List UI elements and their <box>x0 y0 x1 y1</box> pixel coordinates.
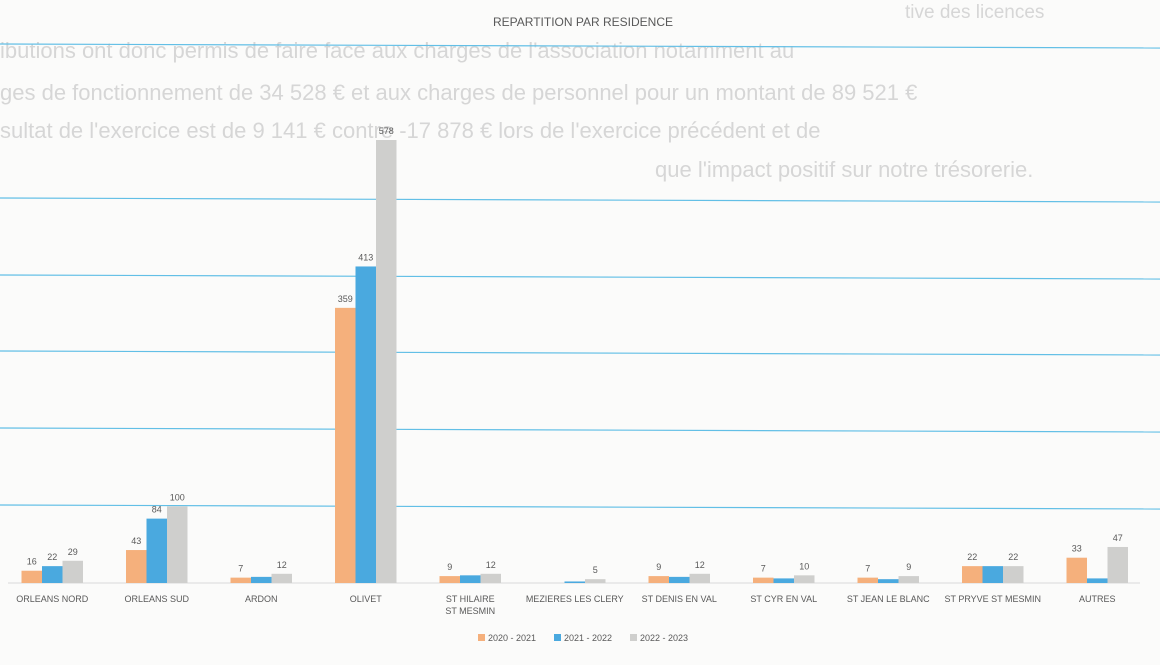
category-label: AUTRES <box>1079 594 1116 604</box>
bar <box>564 581 585 583</box>
bar <box>1107 546 1128 583</box>
bar <box>898 576 919 583</box>
category-label: ST HILAIRE ST MESMIN <box>445 594 495 616</box>
bar <box>753 577 774 583</box>
bar <box>1066 557 1087 583</box>
gridline <box>0 274 1160 280</box>
bar <box>480 573 501 583</box>
bar <box>21 570 42 583</box>
data-label: 22 <box>47 552 57 562</box>
gridline <box>0 197 1160 203</box>
data-label: 7 <box>865 564 870 574</box>
bars <box>21 140 1128 583</box>
data-label: 12 <box>277 560 287 570</box>
category-label: ARDON <box>245 594 278 604</box>
gridline <box>0 350 1160 356</box>
data-label: 100 <box>170 492 185 502</box>
legend-label: 2022 - 2023 <box>640 633 688 643</box>
data-label: 33 <box>1072 544 1082 554</box>
bleed-line: tive des licences <box>905 2 1045 23</box>
bar <box>355 266 376 583</box>
data-labels: 16 22 29 43 84 100 7 12 359 413 578 9 12 5 9 12 7 10 7 9 22 2… <box>27 126 1123 575</box>
data-label: 47 <box>1113 533 1123 543</box>
bar <box>585 579 606 583</box>
bar <box>335 307 356 583</box>
bar <box>376 140 397 583</box>
category-axis: ORLEANS NORD ORLEANS SUD ARDON OLIVET ST HIL… <box>16 594 1115 616</box>
bleed-line: sultat de l'exercice est de 9 141 € cont… <box>0 118 821 143</box>
bar <box>982 566 1003 583</box>
data-label: 12 <box>695 560 705 570</box>
bar <box>62 560 83 583</box>
category-label: MEZIERES LES CLERY <box>526 594 624 604</box>
bleed-line: ibutions ont donc permis de faire face a… <box>0 38 795 63</box>
bar <box>460 575 481 583</box>
data-label: 22 <box>1008 552 1018 562</box>
category-label: ST PRYVE ST MESMIN <box>944 594 1041 604</box>
category-label: OLIVET <box>350 594 383 604</box>
gridline <box>0 427 1160 433</box>
category-label: ST DENIS EN VAL <box>642 594 717 604</box>
bar <box>42 566 63 583</box>
data-label: 29 <box>68 547 78 557</box>
bar <box>1003 566 1024 583</box>
data-label: 9 <box>447 562 452 572</box>
category-label: ORLEANS NORD <box>16 594 89 604</box>
bar <box>878 579 899 583</box>
data-label: 16 <box>27 557 37 567</box>
bar <box>794 575 815 583</box>
bar <box>439 576 460 583</box>
data-label: 22 <box>967 552 977 562</box>
bleed-line: ges de fonctionnement de 34 528 € et aux… <box>0 80 918 105</box>
bar <box>962 566 983 583</box>
data-label: 413 <box>358 252 373 262</box>
bar <box>857 577 878 583</box>
data-label: 12 <box>486 560 496 570</box>
gridline <box>0 43 1160 49</box>
bar <box>146 518 167 583</box>
bar <box>689 573 710 583</box>
category-label: ST JEAN LE BLANC <box>847 594 930 604</box>
data-label: 7 <box>238 564 243 574</box>
data-label: 84 <box>152 505 162 515</box>
legend-label: 2021 - 2022 <box>564 633 612 643</box>
legend-swatch <box>554 634 561 641</box>
category-label: ORLEANS SUD <box>124 594 189 604</box>
data-label: 43 <box>131 536 141 546</box>
legend: 2020 - 2021 2021 - 2022 2022 - 2023 <box>478 633 688 643</box>
data-label: 9 <box>656 562 661 572</box>
legend-swatch <box>478 634 485 641</box>
legend-label: 2020 - 2021 <box>488 633 536 643</box>
gridline <box>0 504 1160 510</box>
bar <box>167 506 188 583</box>
legend-swatch <box>630 634 637 641</box>
bar <box>271 573 292 583</box>
data-label: 7 <box>761 564 766 574</box>
category-label: ST CYR EN VAL <box>750 594 817 604</box>
bar <box>230 577 251 583</box>
bar <box>1087 578 1108 583</box>
bar <box>126 550 147 583</box>
bar <box>669 576 690 583</box>
data-label: 9 <box>906 562 911 572</box>
bar <box>773 578 794 583</box>
data-label: 578 <box>379 126 394 136</box>
data-label: 10 <box>799 561 809 571</box>
data-label: 5 <box>593 565 598 575</box>
bar <box>648 576 669 583</box>
bar <box>251 576 272 583</box>
chart-title: REPARTITION PAR RESIDENCE <box>493 15 673 29</box>
data-label: 359 <box>338 294 353 304</box>
bleed-line: que l'impact positif sur notre trésoreri… <box>655 157 1034 182</box>
